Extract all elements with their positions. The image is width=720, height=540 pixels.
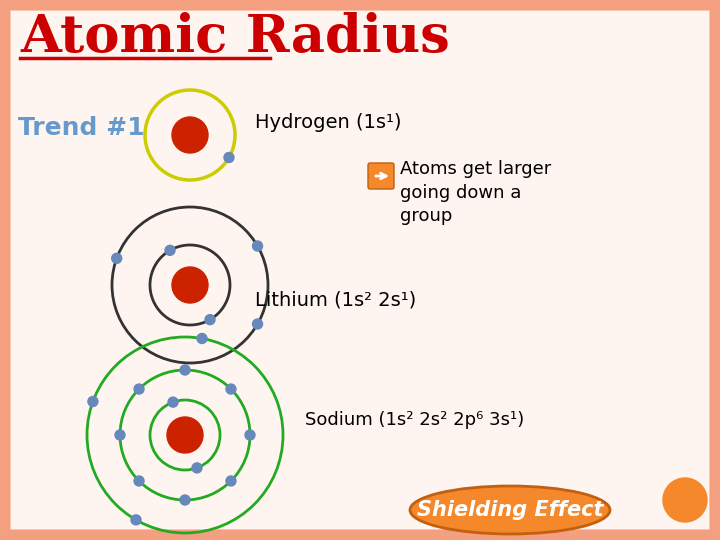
Text: Hydrogen (1s¹): Hydrogen (1s¹) xyxy=(255,113,402,132)
Circle shape xyxy=(131,515,141,525)
Circle shape xyxy=(253,319,263,329)
Circle shape xyxy=(197,334,207,343)
Circle shape xyxy=(205,315,215,325)
Text: Shielding Effect: Shielding Effect xyxy=(417,500,603,520)
FancyBboxPatch shape xyxy=(5,5,715,535)
Text: Trend #1: Trend #1 xyxy=(18,116,145,140)
Circle shape xyxy=(88,396,98,407)
Circle shape xyxy=(112,253,122,264)
Circle shape xyxy=(115,430,125,440)
Circle shape xyxy=(165,245,175,255)
Circle shape xyxy=(172,117,208,153)
Circle shape xyxy=(663,478,707,522)
Text: Lithium (1s² 2s¹): Lithium (1s² 2s¹) xyxy=(255,290,416,309)
Circle shape xyxy=(226,476,236,486)
Text: Atoms get larger
going down a
group: Atoms get larger going down a group xyxy=(400,160,552,225)
Circle shape xyxy=(192,463,202,473)
Circle shape xyxy=(134,476,144,486)
FancyBboxPatch shape xyxy=(368,163,394,189)
Text: Sodium (1s² 2s² 2p⁶ 3s¹): Sodium (1s² 2s² 2p⁶ 3s¹) xyxy=(305,411,524,429)
Circle shape xyxy=(226,384,236,394)
Circle shape xyxy=(224,152,234,163)
Circle shape xyxy=(134,384,144,394)
Ellipse shape xyxy=(410,486,610,534)
Circle shape xyxy=(167,417,203,453)
Circle shape xyxy=(168,397,178,407)
Text: Atomic Radius: Atomic Radius xyxy=(20,12,450,63)
Circle shape xyxy=(180,495,190,505)
Circle shape xyxy=(245,430,255,440)
Circle shape xyxy=(180,365,190,375)
Circle shape xyxy=(172,267,208,303)
Circle shape xyxy=(253,241,263,251)
